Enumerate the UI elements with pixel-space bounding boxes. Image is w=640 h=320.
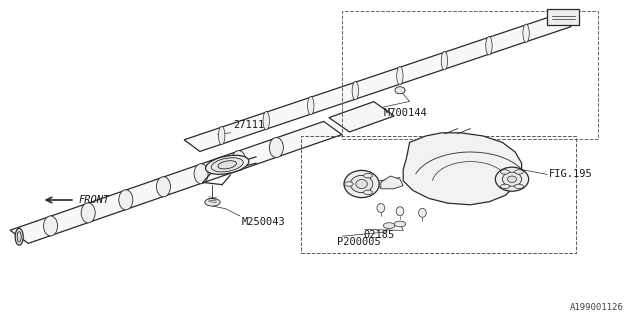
Circle shape [364, 190, 372, 195]
Circle shape [500, 170, 509, 174]
Ellipse shape [508, 176, 516, 182]
Ellipse shape [44, 216, 58, 236]
Text: P200005: P200005 [337, 237, 380, 247]
Ellipse shape [156, 177, 170, 197]
Ellipse shape [351, 175, 372, 193]
Ellipse shape [419, 208, 426, 217]
Ellipse shape [263, 111, 269, 130]
Circle shape [515, 170, 524, 174]
Polygon shape [381, 176, 403, 189]
Ellipse shape [308, 97, 314, 115]
Ellipse shape [119, 190, 133, 210]
Circle shape [344, 182, 353, 186]
Text: 02185: 02185 [363, 230, 394, 240]
Text: M250043: M250043 [241, 217, 285, 227]
Ellipse shape [205, 155, 249, 174]
Text: A199001126: A199001126 [570, 303, 624, 312]
Circle shape [515, 184, 524, 189]
Ellipse shape [396, 207, 404, 216]
Ellipse shape [81, 203, 95, 223]
Ellipse shape [523, 24, 529, 43]
Ellipse shape [232, 151, 246, 171]
Ellipse shape [194, 164, 208, 184]
Ellipse shape [17, 232, 21, 242]
Ellipse shape [211, 158, 243, 172]
Ellipse shape [441, 52, 447, 70]
Text: 27111: 27111 [234, 120, 265, 130]
Polygon shape [10, 121, 342, 244]
Ellipse shape [395, 87, 405, 94]
Ellipse shape [502, 172, 522, 186]
Circle shape [394, 221, 406, 227]
Ellipse shape [356, 180, 367, 188]
Ellipse shape [486, 36, 492, 55]
Ellipse shape [397, 67, 403, 85]
Text: FRONT: FRONT [78, 195, 109, 205]
Ellipse shape [218, 126, 225, 145]
Ellipse shape [344, 170, 379, 197]
Ellipse shape [495, 167, 529, 191]
Circle shape [364, 173, 372, 178]
Text: M700144: M700144 [384, 108, 428, 118]
Ellipse shape [15, 228, 23, 245]
FancyBboxPatch shape [547, 9, 579, 25]
Text: FIG.195: FIG.195 [548, 169, 592, 180]
Circle shape [205, 198, 220, 206]
Polygon shape [184, 15, 571, 151]
Ellipse shape [352, 82, 358, 100]
Polygon shape [403, 133, 522, 205]
Circle shape [500, 184, 509, 189]
Polygon shape [329, 102, 394, 132]
Ellipse shape [377, 204, 385, 212]
Ellipse shape [269, 138, 284, 157]
Circle shape [383, 223, 395, 228]
Ellipse shape [218, 161, 237, 169]
